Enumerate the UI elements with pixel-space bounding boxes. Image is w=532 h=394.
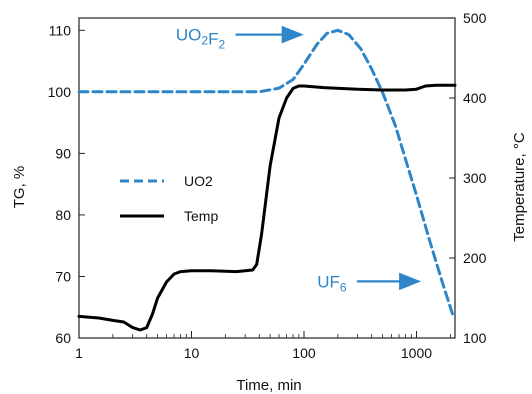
legend-label-uo2: UO2 xyxy=(184,173,213,189)
series-line-uo2 xyxy=(77,28,455,317)
y-left-tick-label: 90 xyxy=(55,145,71,161)
legend: UO2 Temp xyxy=(120,173,218,224)
y-right-axis-title: Temperature, °C xyxy=(511,132,528,242)
x-tick-label: 100 xyxy=(292,345,316,361)
y-right-tick-label: 200 xyxy=(463,250,487,266)
y-right-tick-label: 400 xyxy=(463,90,487,106)
annotation-subscript: 6 xyxy=(340,280,347,294)
x-tick-label: 1000 xyxy=(401,345,432,361)
y-left-tick-label: 80 xyxy=(55,207,71,223)
y-right-tick-label: 500 xyxy=(463,10,487,26)
x-axis-title: Time, min xyxy=(236,377,301,394)
y-left-tick-label: 70 xyxy=(55,268,71,284)
y-left-tick-label: 110 xyxy=(49,22,72,38)
legend-label-temp: Temp xyxy=(184,208,218,224)
series-line-temp xyxy=(77,83,457,332)
y-left-axis-title: TG, % xyxy=(11,166,28,209)
annotation-label-uo2f2: UO2F2 xyxy=(176,26,226,52)
y-right-tick-label: 100 xyxy=(463,330,487,346)
annotation-text: F xyxy=(208,30,218,49)
y-left-tick-label: 100 xyxy=(48,84,72,100)
series-layer xyxy=(77,28,457,332)
annotation-label-uf6: UF6 xyxy=(317,272,347,294)
x-tick-label: 1 xyxy=(75,345,83,361)
y-left-tick-label: 60 xyxy=(55,330,71,346)
annotation-subscript: 2 xyxy=(201,34,208,48)
y-right-tick-label: 300 xyxy=(463,170,487,186)
x-tick-label: 10 xyxy=(184,345,200,361)
annotation-subscript: 2 xyxy=(218,38,225,52)
annotation-text: UO xyxy=(176,26,202,45)
plot-frame xyxy=(78,17,456,339)
annotation-text: UF xyxy=(317,272,340,291)
